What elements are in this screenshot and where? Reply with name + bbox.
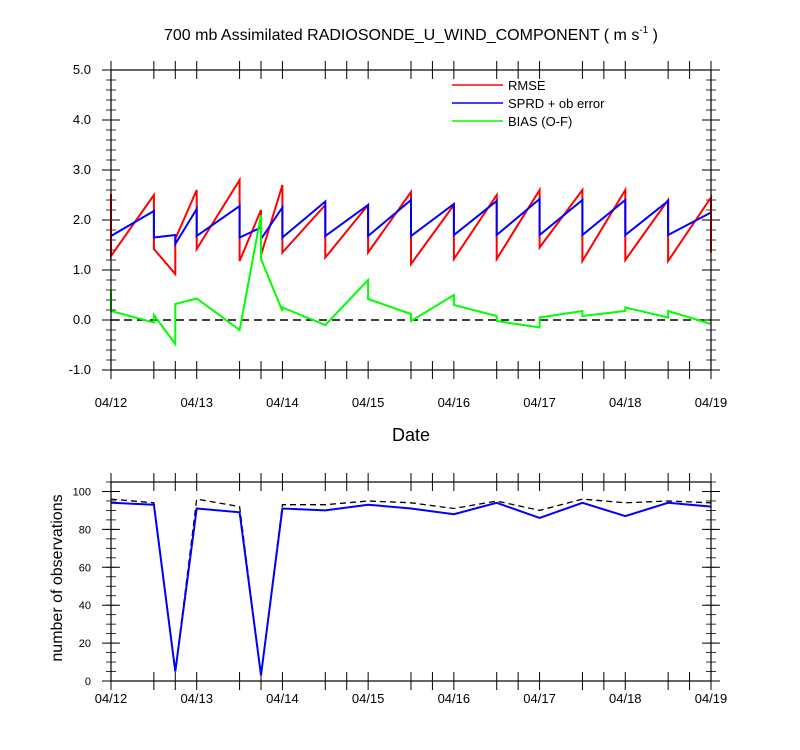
x-tick-label: 04/14 [266,691,299,706]
top-panel-frame [110,69,712,371]
y-tick-label: 4.0 [73,112,91,127]
x-tick-label: 04/13 [180,691,213,706]
y-tick-label: 40 [79,600,91,612]
y-tick-label: 60 [79,562,91,574]
y-tick-label: 5.0 [73,62,91,77]
x-tick-label: 04/13 [180,395,213,410]
bottom-panel-y-tick-labels: 0 20 40 60 80 100 [73,486,91,688]
y-tick-label: -1.0 [69,362,91,377]
y-tick-label: 0.0 [73,312,91,327]
x-tick-label: 04/14 [266,395,299,410]
chart-title-end: ) [648,27,658,44]
series-line-sprd-ob-error [110,196,712,248]
x-tick-label: 04/15 [352,395,385,410]
bottom-panel-ticks [102,473,720,690]
x-tick-label: 04/16 [438,395,471,410]
series-line-obs-possible [110,498,712,676]
x-tick-label: 04/15 [352,691,385,706]
y-tick-label: 1.0 [73,262,91,277]
x-tick-label: 04/19 [695,691,728,706]
x-tick-label: 04/17 [523,395,556,410]
y-tick-label: 20 [79,638,91,650]
bottom-panel-x-tick-labels: 04/12 04/13 04/14 04/15 04/16 04/17 04/18 04/19 [95,691,728,706]
series-line-bias-o-f [110,214,712,348]
x-tick-label: 04/19 [695,395,728,410]
top-panel-x-tick-labels: 04/12 04/13 04/14 04/15 04/16 04/17 04/18 04/19 [95,395,728,410]
x-tick-label: 04/12 [95,395,128,410]
legend-sprd-label: SPRD + ob error [508,96,605,111]
x-axis-label: Date [392,425,430,445]
bottom-panel-series [110,498,712,676]
y-tick-label: 3.0 [73,162,91,177]
legend: RMSE SPRD + ob error BIAS (O-F) [452,78,605,129]
y-tick-label: 100 [73,486,91,498]
rmse-spread-bias-panel: -1.00.01.02.03.04.05.0 04/12 04/13 04/14 04… [69,61,728,445]
top-panel-y-tick-labels: -1.0 0.0 1.0 2.0 3.0 4.0 5.0 [69,62,91,377]
series-line-obs-used [110,501,712,676]
y-tick-label: 0 [85,676,91,688]
x-tick-label: 04/12 [95,691,128,706]
x-tick-label: 04/17 [523,691,556,706]
y-axis-label: number of observations [49,494,66,661]
x-tick-label: 04/18 [609,395,642,410]
y-tick-label: 80 [79,524,91,536]
legend-rmse-label: RMSE [508,78,546,93]
x-tick-label: 04/16 [438,691,471,706]
top-panel-series [110,176,712,348]
chart-title-main: 700 mb Assimilated RADIOSONDE_U_WIND_COM… [164,27,639,44]
x-tick-label: 04/18 [609,691,642,706]
y-tick-label: 2.0 [73,212,91,227]
chart-title-superscript: -1 [639,25,648,36]
bottom-panel-frame [110,481,712,682]
legend-bias-label: BIAS (O-F) [508,114,572,129]
chart-title: 700 mb Assimilated RADIOSONDE_U_WIND_COM… [164,25,658,44]
